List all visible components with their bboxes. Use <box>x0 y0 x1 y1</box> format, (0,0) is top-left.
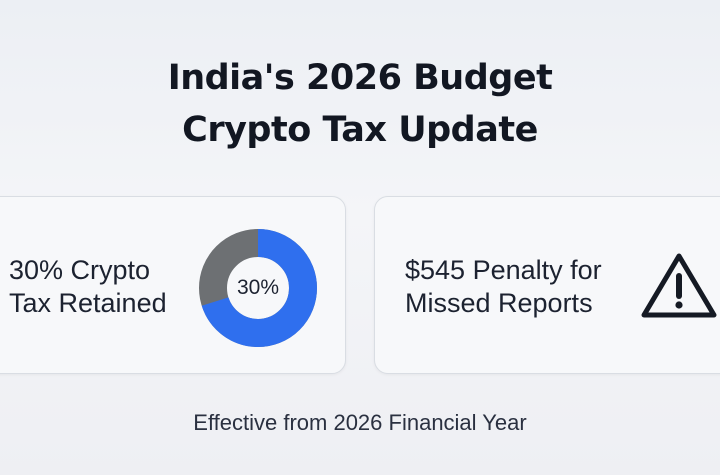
headline-line-1: India's 2026 Budget <box>167 58 553 98</box>
penalty-text: $545 Penalty for Missed Reports <box>405 254 602 320</box>
donut-center-label: 30% <box>236 276 280 299</box>
tax-donut-chart: 30% <box>199 229 317 347</box>
crypto-tax-line-1: 30% Crypto <box>9 255 151 285</box>
crypto-tax-text: 30% Crypto Tax Retained <box>9 254 167 320</box>
penalty-card: $545 Penalty for Missed Reports <box>374 196 720 374</box>
crypto-tax-card: 30% Crypto Tax Retained 30% <box>0 196 346 374</box>
donut-main-segment <box>199 229 317 347</box>
warning-icon <box>639 251 719 321</box>
headline: India's 2026 Budget Crypto Tax Update <box>0 52 720 156</box>
effective-date-note: Effective from 2026 Financial Year <box>193 410 527 435</box>
penalty-line-1: $545 Penalty for <box>405 255 602 285</box>
headline-line-2: Crypto Tax Update <box>182 110 538 150</box>
penalty-line-2: Missed Reports <box>405 288 593 318</box>
crypto-tax-line-2: Tax Retained <box>9 288 167 318</box>
